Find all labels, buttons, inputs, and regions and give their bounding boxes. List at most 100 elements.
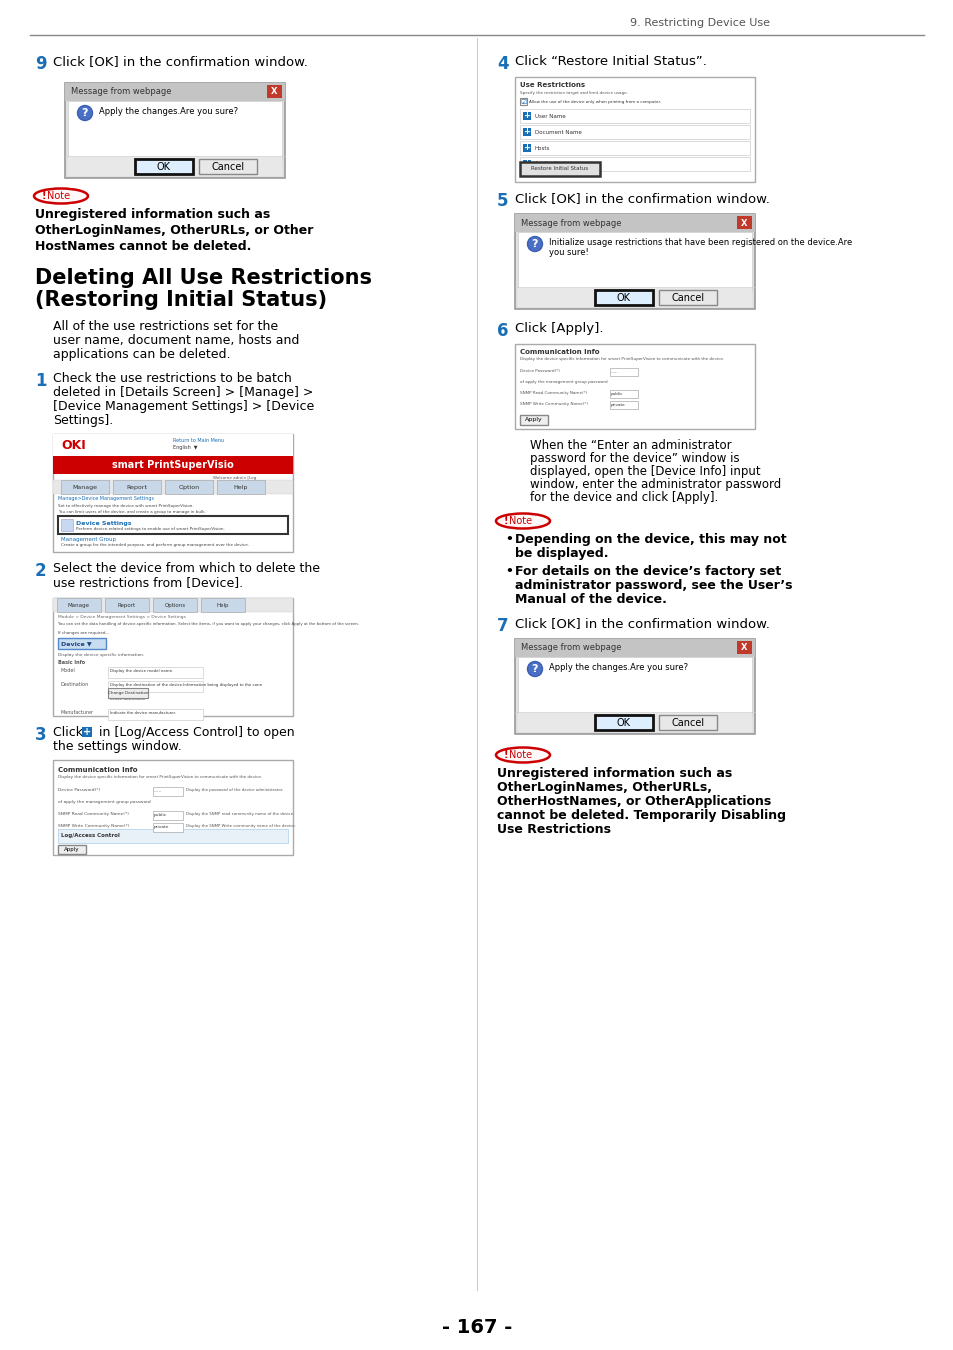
Text: Deleting All Use Restrictions: Deleting All Use Restrictions bbox=[35, 269, 372, 288]
Text: ?: ? bbox=[531, 664, 537, 674]
Bar bbox=[53, 456, 293, 474]
Bar bbox=[82, 728, 91, 737]
Text: Change Destination: Change Destination bbox=[108, 691, 148, 695]
Bar bbox=[152, 811, 183, 819]
Text: Report: Report bbox=[118, 602, 136, 608]
Text: OtherLoginNames, OtherURLs,: OtherLoginNames, OtherURLs, bbox=[497, 782, 711, 794]
Text: of apply the management group password: of apply the management group password bbox=[58, 801, 151, 805]
Bar bbox=[112, 481, 161, 494]
Text: You can limit users of the device, and create a group to manage in bulk.: You can limit users of the device, and c… bbox=[58, 510, 206, 514]
Text: Restore Initial Status: Restore Initial Status bbox=[531, 166, 588, 171]
Bar bbox=[595, 290, 652, 305]
Bar bbox=[201, 598, 245, 612]
Text: Click [OK] in the confirmation window.: Click [OK] in the confirmation window. bbox=[515, 192, 769, 205]
Text: All of the use restrictions set for the: All of the use restrictions set for the bbox=[53, 320, 278, 333]
Bar bbox=[519, 414, 547, 425]
Bar bbox=[659, 290, 717, 305]
Text: Cancel: Cancel bbox=[212, 162, 244, 171]
Bar bbox=[519, 126, 749, 139]
Text: Create a group for the intended purpose, and perform group management over the d: Create a group for the intended purpose,… bbox=[61, 543, 249, 547]
Bar bbox=[517, 713, 751, 732]
Bar bbox=[267, 85, 282, 99]
Text: 2: 2 bbox=[35, 562, 47, 580]
Text: Allow the use of the device only when printing from a computer.: Allow the use of the device only when pr… bbox=[529, 100, 660, 104]
Bar bbox=[737, 641, 751, 653]
Text: smart PrintSuperVisio: smart PrintSuperVisio bbox=[112, 460, 233, 470]
Text: Device Settings: Device Settings bbox=[76, 521, 132, 526]
Text: Display the device specific information.: Display the device specific information. bbox=[58, 653, 144, 657]
Text: SNMP Read Community Name(*): SNMP Read Community Name(*) bbox=[58, 811, 129, 815]
Text: 4: 4 bbox=[497, 55, 508, 73]
Text: Manage: Manage bbox=[72, 485, 97, 490]
Text: SNMP Write Community Name(*): SNMP Write Community Name(*) bbox=[58, 824, 130, 828]
Bar bbox=[216, 481, 265, 494]
Text: +: + bbox=[523, 112, 530, 120]
Text: Options: Options bbox=[164, 602, 186, 608]
Bar bbox=[519, 99, 526, 105]
Text: user name, document name, hosts and: user name, document name, hosts and bbox=[53, 333, 299, 347]
Ellipse shape bbox=[77, 105, 92, 120]
Text: Note: Note bbox=[509, 516, 532, 526]
Text: English  ▼: English ▼ bbox=[172, 446, 197, 450]
Text: Indicate the device manufacturer.: Indicate the device manufacturer. bbox=[110, 711, 175, 716]
Text: Click [OK] in the confirmation window.: Click [OK] in the confirmation window. bbox=[515, 617, 769, 630]
Text: Message from webpage: Message from webpage bbox=[71, 88, 172, 96]
Text: OtherHostNames, or OtherApplications: OtherHostNames, or OtherApplications bbox=[497, 795, 770, 809]
Bar bbox=[53, 433, 293, 456]
Text: Communication Info: Communication Info bbox=[58, 767, 137, 774]
Bar bbox=[152, 787, 183, 796]
Bar bbox=[65, 82, 285, 178]
Text: Log/Access Control: Log/Access Control bbox=[61, 833, 120, 838]
Text: Manage>Device Management Settings: Manage>Device Management Settings bbox=[58, 495, 153, 501]
Text: Message from webpage: Message from webpage bbox=[520, 644, 620, 652]
Text: Specify the restriction target and limit device usage.: Specify the restriction target and limit… bbox=[519, 90, 627, 94]
Text: +: + bbox=[523, 143, 530, 153]
Text: the settings window.: the settings window. bbox=[53, 740, 182, 753]
Text: password for the device” window is: password for the device” window is bbox=[530, 452, 739, 464]
Bar bbox=[53, 481, 293, 494]
Text: Display the SNMP read community name of the device.: Display the SNMP read community name of … bbox=[186, 811, 294, 815]
Text: •: • bbox=[504, 566, 513, 578]
Text: +: + bbox=[523, 159, 530, 169]
Bar bbox=[737, 216, 751, 230]
Text: ☑: ☑ bbox=[519, 99, 526, 105]
Text: ?: ? bbox=[82, 108, 89, 117]
Bar bbox=[515, 215, 754, 232]
Text: Depending on the device, this may not: Depending on the device, this may not bbox=[515, 533, 786, 545]
Text: ......: ...... bbox=[153, 788, 162, 792]
Ellipse shape bbox=[34, 189, 88, 204]
Text: Document Name: Document Name bbox=[535, 130, 581, 135]
Text: [Device Management Settings] > [Device: [Device Management Settings] > [Device bbox=[53, 400, 314, 413]
Text: When the “Enter an administrator: When the “Enter an administrator bbox=[530, 439, 731, 452]
Text: Note: Note bbox=[48, 190, 71, 201]
Bar bbox=[519, 157, 749, 171]
Text: Display the device specific information for smart PrintSuperVision to communicat: Display the device specific information … bbox=[58, 775, 262, 779]
Bar bbox=[68, 157, 282, 176]
Bar bbox=[515, 639, 754, 734]
Bar bbox=[659, 716, 717, 730]
Text: !: ! bbox=[503, 516, 508, 526]
Text: Note: Note bbox=[509, 751, 532, 760]
Text: X: X bbox=[740, 219, 747, 228]
Text: Display the SNMP Write community name of the device.: Display the SNMP Write community name of… bbox=[186, 824, 295, 828]
Bar bbox=[522, 112, 531, 120]
Text: OK: OK bbox=[617, 293, 630, 302]
Text: Model: Model bbox=[61, 668, 75, 674]
Bar bbox=[53, 433, 293, 552]
Text: Display the destination of the device.Information being displayed to the conn: Display the destination of the device.In… bbox=[110, 683, 262, 687]
Ellipse shape bbox=[527, 662, 542, 676]
Bar bbox=[58, 516, 288, 535]
Text: displayed, open the [Device Info] input: displayed, open the [Device Info] input bbox=[530, 464, 760, 478]
Bar bbox=[53, 598, 293, 716]
Text: !: ! bbox=[503, 751, 508, 760]
Text: applications can be deleted.: applications can be deleted. bbox=[53, 348, 231, 360]
Text: Click: Click bbox=[53, 726, 87, 738]
Text: - 167 -: - 167 - bbox=[441, 1318, 512, 1336]
Text: Report: Report bbox=[127, 485, 148, 490]
Bar bbox=[152, 824, 183, 832]
Text: 9: 9 bbox=[35, 55, 47, 73]
Text: Device ▼: Device ▼ bbox=[61, 641, 91, 647]
Bar bbox=[519, 140, 749, 155]
Text: •: • bbox=[504, 533, 513, 545]
Bar bbox=[609, 369, 638, 377]
